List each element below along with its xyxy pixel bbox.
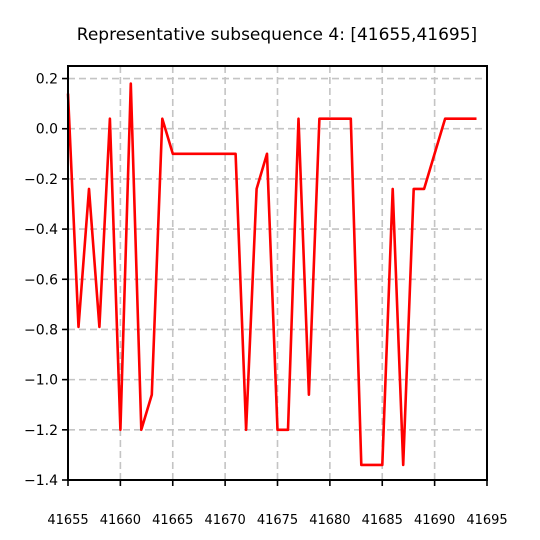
- x-tick-label: 41670: [204, 513, 245, 528]
- y-tick-label: −0.6: [24, 272, 58, 288]
- series-layer: [68, 84, 477, 465]
- x-tick-label: 41655: [47, 513, 88, 528]
- series-line: [68, 84, 477, 465]
- y-tick-label: −0.4: [24, 222, 58, 238]
- y-tick-label: −1.2: [24, 423, 58, 439]
- y-tick-label: 0.2: [36, 72, 58, 88]
- y-tick-label: −0.2: [24, 172, 58, 188]
- x-tick-label: 41690: [414, 513, 455, 528]
- chart-title: Representative subsequence 4: [41655,416…: [77, 25, 477, 45]
- x-tick-label: 41680: [309, 513, 350, 528]
- x-tick-label: 41675: [257, 513, 298, 528]
- x-tick-label: 41685: [362, 513, 403, 528]
- y-tick-label: −0.8: [24, 322, 58, 338]
- y-tick-label: 0.0: [36, 122, 58, 138]
- x-tick-label: 41665: [152, 513, 193, 528]
- y-tick-label: −1.0: [24, 373, 58, 389]
- x-tick-label: 41695: [466, 513, 507, 528]
- y-tick-label: −1.4: [24, 473, 58, 489]
- x-tick-label: 41660: [100, 513, 141, 528]
